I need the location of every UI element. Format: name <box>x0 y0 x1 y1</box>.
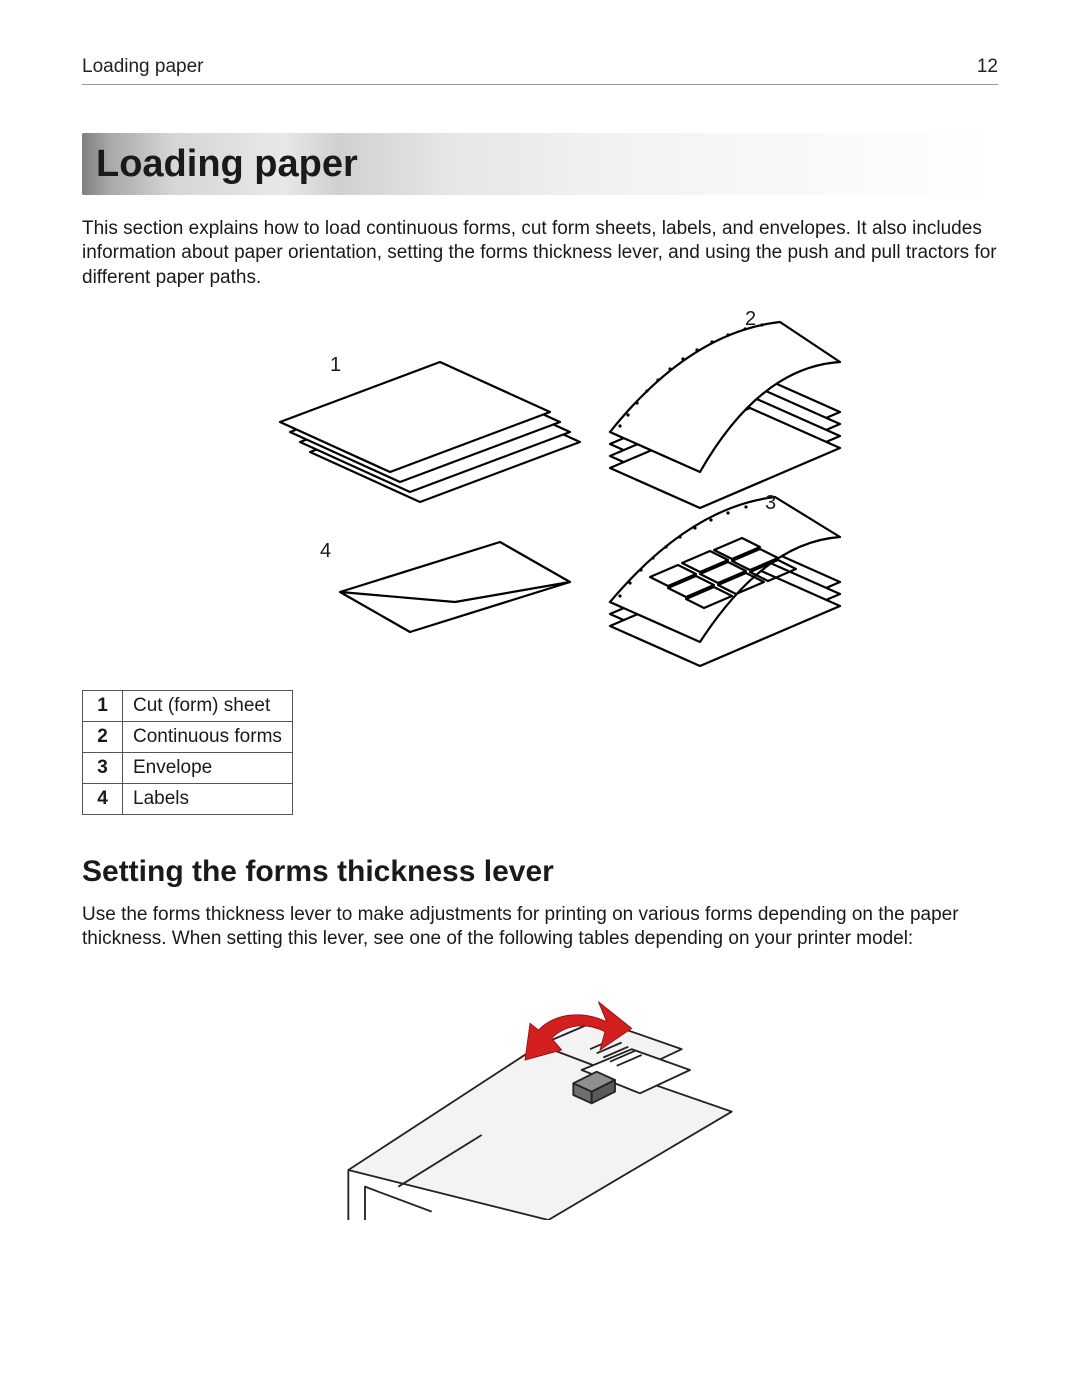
legend-text: Continuous forms <box>123 721 293 752</box>
table-row: 2 Continuous forms <box>83 721 293 752</box>
intro-paragraph: This section explains how to load contin… <box>82 217 998 290</box>
legend-text: Labels <box>123 783 293 814</box>
figure-paper-types-svg <box>220 302 860 672</box>
legend-num: 2 <box>83 721 123 752</box>
legend-text: Cut (form) sheet <box>123 690 293 721</box>
legend-num: 1 <box>83 690 123 721</box>
figure-thickness-lever-svg <box>290 970 790 1220</box>
section-paragraph: Use the forms thickness lever to make ad… <box>82 903 998 952</box>
runhead-section: Loading paper <box>82 56 204 78</box>
page-title-text: Loading paper <box>96 143 358 186</box>
runhead-page-number: 12 <box>977 56 998 78</box>
table-row: 4 Labels <box>83 783 293 814</box>
section-heading: Setting the forms thickness lever <box>82 855 998 889</box>
legend-num: 4 <box>83 783 123 814</box>
legend-table: 1 Cut (form) sheet 2 Continuous forms 3 … <box>82 690 293 815</box>
page-title: Loading paper <box>82 133 998 195</box>
running-header: Loading paper 12 <box>82 56 998 85</box>
figure-paper-types: 1 2 3 4 <box>220 302 860 672</box>
legend-num: 3 <box>83 752 123 783</box>
table-row: 3 Envelope <box>83 752 293 783</box>
page: Loading paper 12 Loading paper This sect… <box>0 0 1080 1397</box>
legend-text: Envelope <box>123 752 293 783</box>
table-row: 1 Cut (form) sheet <box>83 690 293 721</box>
figure1-label-4: 4 <box>320 540 331 563</box>
figure1-label-3: 3 <box>765 492 776 515</box>
figure1-label-1: 1 <box>330 354 341 377</box>
figure-thickness-lever <box>290 970 790 1220</box>
figure1-label-2: 2 <box>745 308 756 331</box>
